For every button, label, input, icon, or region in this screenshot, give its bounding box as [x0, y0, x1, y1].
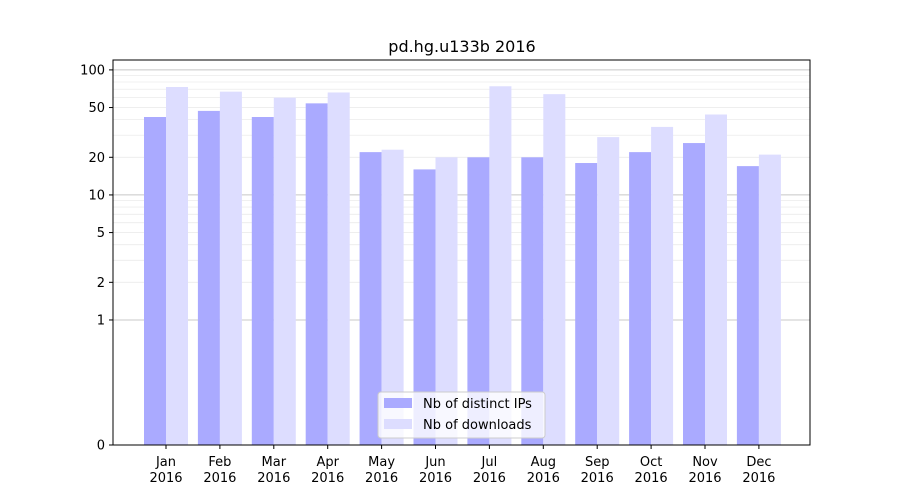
bar-distinct-ips — [251, 117, 274, 445]
y-tick-label: 10 — [88, 188, 105, 203]
x-tick-label-year: 2016 — [527, 471, 560, 486]
y-tick-label: 2 — [97, 276, 105, 291]
x-tick-label-year: 2016 — [473, 471, 506, 486]
chart-title: pd.hg.u133b 2016 — [388, 37, 535, 56]
legend-box — [377, 391, 546, 439]
x-tick-label-month: Oct — [640, 455, 662, 470]
x-tick-label-year: 2016 — [419, 471, 452, 486]
bar-distinct-ips — [467, 157, 490, 445]
x-axis-ticks: Jan2016Feb2016Mar2016Apr2016May2016Jun20… — [149, 445, 775, 486]
bar-downloads — [273, 97, 296, 445]
bar-distinct-ips — [629, 152, 652, 445]
y-tick-label: 20 — [88, 151, 105, 166]
legend-label-ips: Nb of distinct IPs — [423, 397, 532, 412]
legend-label-downloads: Nb of downloads — [423, 418, 532, 433]
x-tick-label-year: 2016 — [311, 471, 344, 486]
plot-frame — [112, 59, 811, 446]
x-tick-label-year: 2016 — [203, 471, 236, 486]
bar-downloads — [381, 149, 404, 446]
legend-swatch-downloads — [384, 419, 412, 429]
bar-downloads — [489, 86, 512, 445]
x-tick-label-month: Feb — [208, 455, 231, 470]
bar-distinct-ips — [521, 157, 544, 445]
bar-downloads — [435, 157, 458, 445]
x-tick-label-month: Jun — [424, 455, 445, 470]
x-tick-label-month: Apr — [316, 455, 339, 470]
bar-downloads — [705, 114, 727, 445]
y-tick-label: 50 — [88, 101, 105, 116]
legend: Nb of distinct IPs Nb of downloads — [377, 391, 546, 439]
bar-downloads — [327, 92, 350, 446]
bar-distinct-ips — [736, 166, 759, 445]
y-tick-label: 100 — [80, 63, 105, 78]
x-tick-label-month: Jul — [481, 455, 498, 470]
y-tick-label: 1 — [97, 313, 105, 328]
bar-downloads — [219, 91, 242, 445]
x-tick-label-month: Sep — [585, 455, 610, 470]
x-tick-label-month: May — [368, 455, 395, 470]
x-tick-label-month: Aug — [531, 455, 556, 470]
x-tick-label-year: 2016 — [688, 471, 721, 486]
y-axis-ticks: 0 1 2 5 10 20 50 100 — [80, 63, 113, 454]
x-tick-label-year: 2016 — [149, 471, 182, 486]
bar-distinct-ips — [197, 110, 220, 445]
x-tick-label-year: 2016 — [635, 471, 668, 486]
y-tick-label: 5 — [97, 226, 105, 241]
x-tick-label-month: Dec — [746, 455, 771, 470]
bar-downloads — [597, 137, 620, 445]
y-tick-label: 0 — [97, 439, 105, 454]
bar-downloads — [758, 154, 781, 446]
bar-distinct-ips — [683, 143, 705, 445]
bar-distinct-ips — [359, 152, 382, 445]
bar-distinct-ips — [144, 117, 166, 445]
x-tick-label-year: 2016 — [257, 471, 290, 486]
bar-distinct-ips — [305, 103, 328, 446]
bar-downloads — [166, 86, 188, 445]
bar-distinct-ips — [413, 169, 436, 445]
x-tick-label-month: Mar — [262, 455, 287, 470]
x-tick-label-month: Jan — [155, 455, 176, 470]
x-tick-label-year: 2016 — [581, 471, 614, 486]
x-tick-label-year: 2016 — [742, 471, 775, 486]
bar-downloads — [651, 126, 674, 446]
bars — [144, 86, 781, 446]
legend-swatch-ips — [384, 398, 412, 408]
x-tick-label-month: Nov — [692, 455, 718, 470]
bar-distinct-ips — [575, 163, 598, 445]
bar-downloads — [543, 94, 566, 446]
x-tick-label-year: 2016 — [365, 471, 398, 486]
